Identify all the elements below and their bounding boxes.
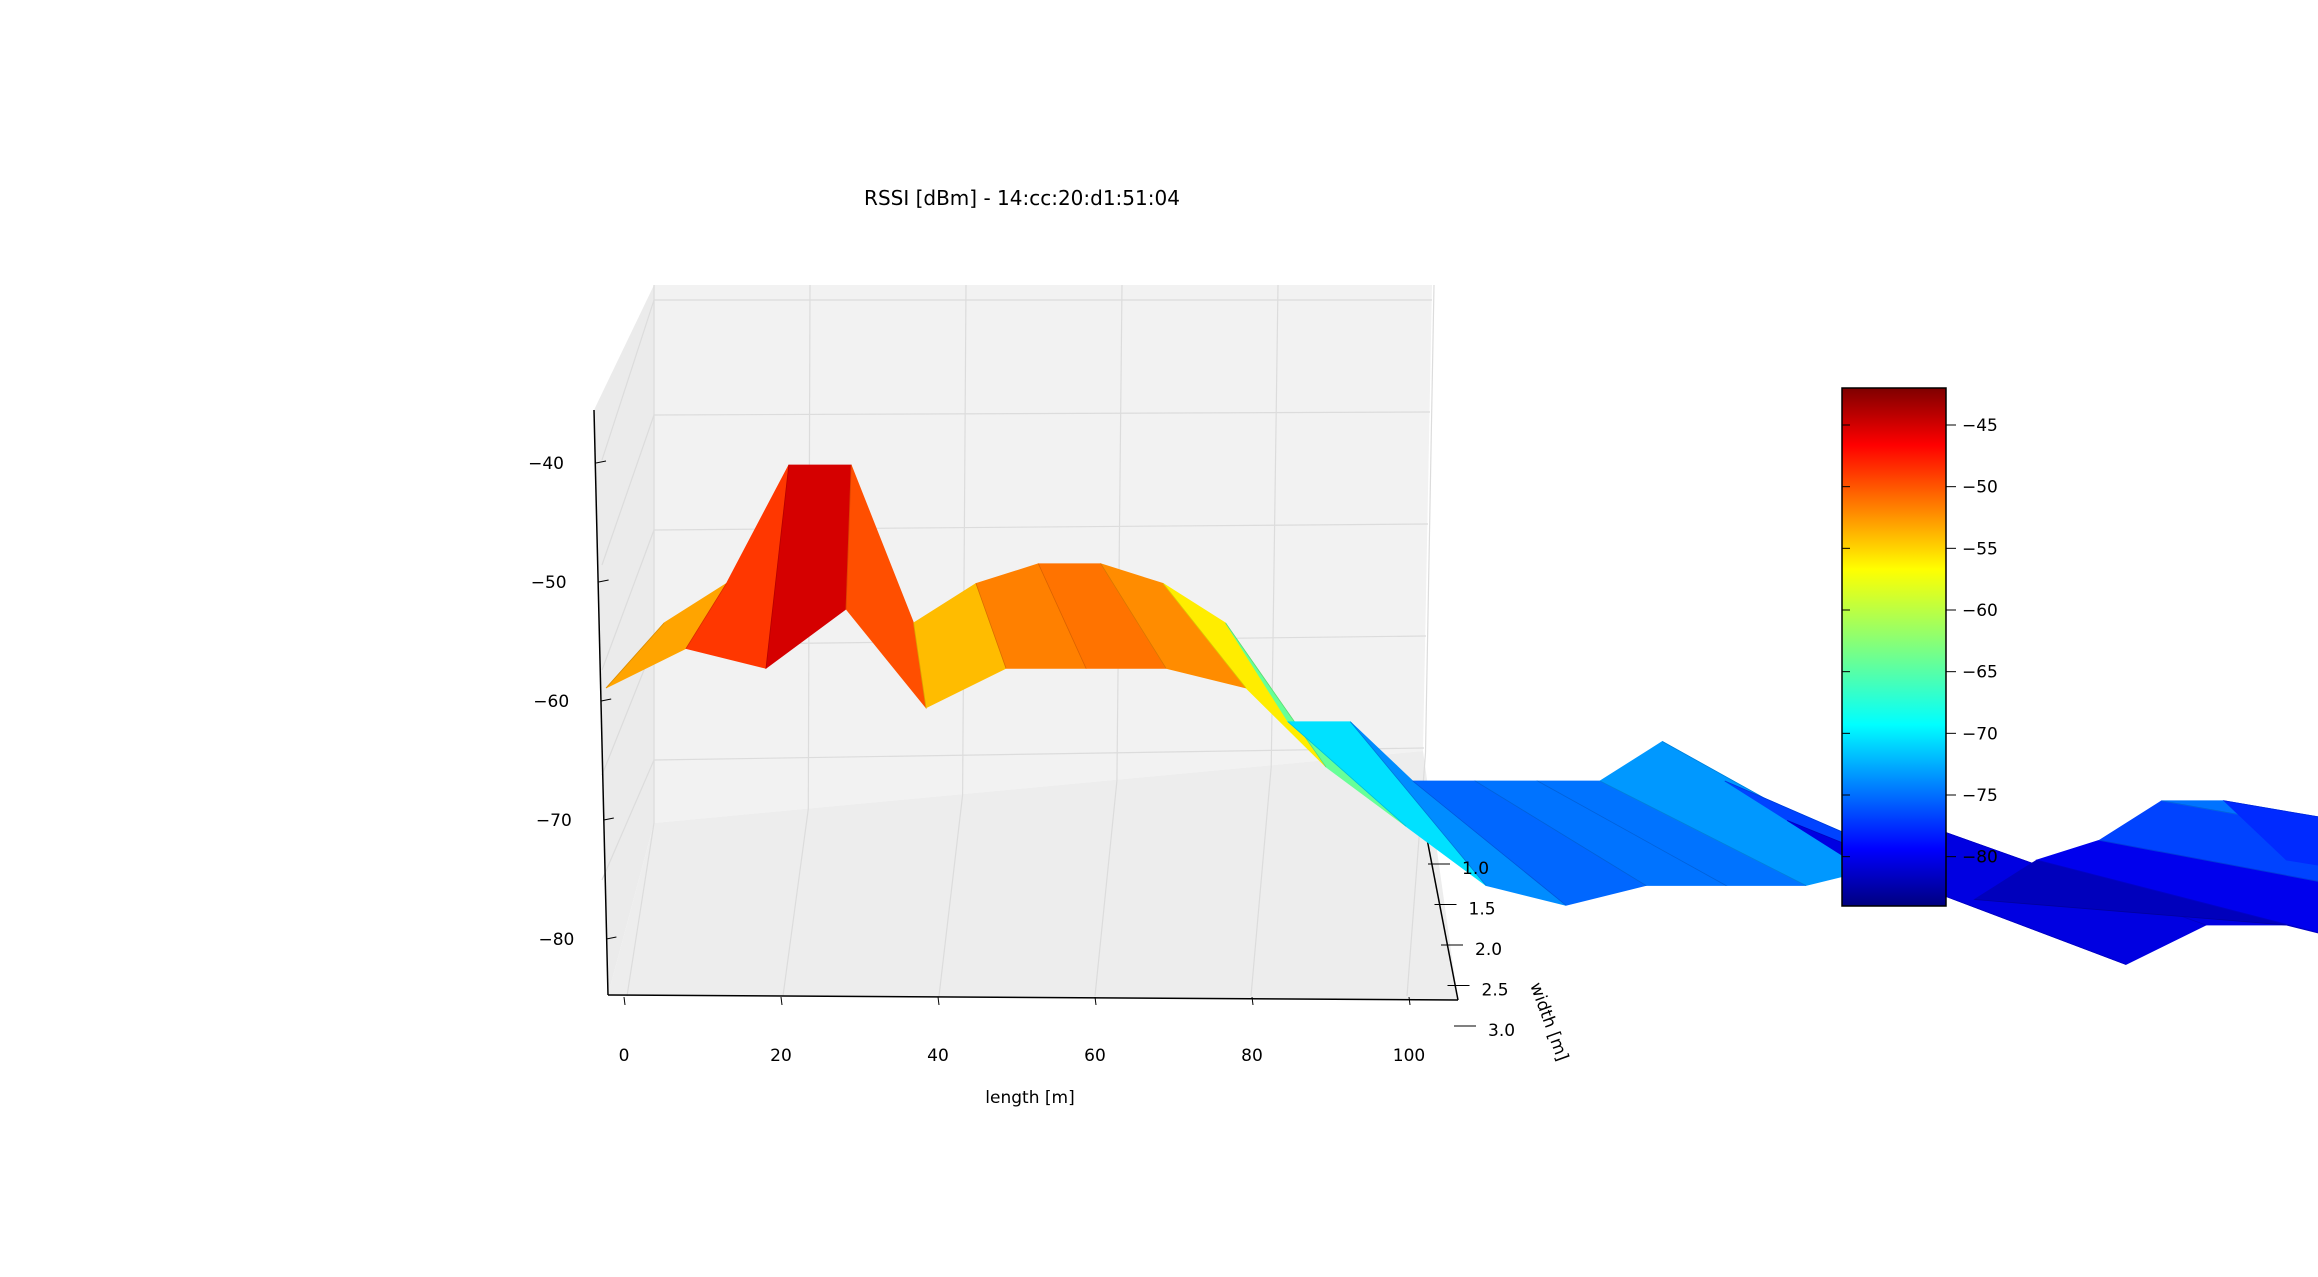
surface-face bbox=[2222, 800, 2318, 866]
grid-lines bbox=[601, 284, 1435, 997]
surface-edge bbox=[2223, 800, 2318, 818]
x-tick bbox=[623, 996, 626, 1006]
grid-line-floor-x bbox=[1094, 780, 1118, 997]
colorbar: −45 −50 −55 −60 −65 −70 −75 −80 bbox=[1841, 387, 1998, 907]
y-tick-label: 1.0 bbox=[1462, 859, 1489, 879]
x-tick-label: 80 bbox=[1241, 1046, 1263, 1066]
surface-edge bbox=[1162, 583, 1247, 689]
x-tick bbox=[780, 996, 783, 1006]
x-tick-label: 60 bbox=[1084, 1046, 1106, 1066]
y-axis-line bbox=[1422, 817, 1459, 1001]
surface-face bbox=[2035, 839, 2318, 933]
grid-line-floor-x bbox=[782, 808, 809, 997]
surface-edge bbox=[1038, 563, 1087, 669]
grid-line-side-z bbox=[601, 299, 655, 461]
z-tick-label: −60 bbox=[533, 692, 569, 712]
grid-line-floor-x bbox=[626, 822, 655, 997]
x-tick bbox=[937, 996, 940, 1006]
colorbar-tick-label: −60 bbox=[1962, 601, 1998, 621]
surface-edge bbox=[1225, 622, 1327, 768]
axis-ticks: −40 −50 −60 −70 −80 0 20 40 60 80 100 1.0 1.5 2.0 2.5 3… bbox=[528, 454, 1515, 1066]
colorbar-tick-label: −80 bbox=[1962, 848, 1998, 868]
x-tick bbox=[1408, 996, 1411, 1006]
grid-line-floor-x bbox=[938, 794, 964, 997]
surface-face bbox=[1973, 859, 2318, 934]
surface-edge bbox=[685, 583, 727, 649]
colorbar-tick-label: −70 bbox=[1962, 724, 1998, 744]
z-tick-label: −80 bbox=[539, 930, 575, 950]
surface-edge bbox=[845, 464, 852, 610]
colorbar-tick-label: −65 bbox=[1962, 663, 1998, 683]
x-tick-label: 20 bbox=[770, 1046, 792, 1066]
z-tick bbox=[598, 579, 609, 583]
grid-line-side-z bbox=[601, 414, 655, 566]
surface-edge bbox=[1287, 721, 1407, 827]
z-tick bbox=[606, 936, 617, 940]
axes-lines bbox=[593, 409, 1459, 1001]
colorbar-tick-label: −75 bbox=[1962, 786, 1998, 806]
x-tick bbox=[1094, 996, 1097, 1006]
chart-title: RSSI [dBm] - 14:cc:20:d1:51:04 bbox=[864, 186, 1180, 210]
back-pane bbox=[654, 285, 1432, 823]
surface-edge bbox=[1537, 780, 1727, 886]
axes-panes bbox=[594, 285, 1458, 1000]
x-tick-label: 0 bbox=[619, 1046, 630, 1066]
colorbar-tick-label: −45 bbox=[1962, 416, 1998, 436]
surface-edge bbox=[1350, 721, 1487, 886]
surface-edge bbox=[765, 464, 790, 669]
grid-line-z bbox=[653, 411, 1431, 416]
surface-edge bbox=[913, 622, 927, 708]
surface-edge bbox=[1412, 780, 1567, 906]
surface-edge bbox=[975, 583, 1007, 669]
colorbar-ticks: −45 −50 −55 −60 −65 −70 −75 −80 bbox=[1842, 416, 1998, 868]
x-axis-label: length [m] bbox=[985, 1088, 1074, 1108]
surface-edge bbox=[1474, 780, 1647, 886]
surface-edge bbox=[2099, 839, 2318, 882]
surface-edge bbox=[1599, 780, 1807, 886]
side-pane bbox=[594, 285, 654, 995]
surface-edge bbox=[2036, 859, 2318, 933]
colorbar-tick-label: −55 bbox=[1962, 539, 1998, 559]
surface-edge bbox=[1100, 563, 1167, 669]
x-tick-label: 40 bbox=[927, 1046, 949, 1066]
x-axis-line bbox=[607, 994, 1459, 1001]
z-tick-label: −70 bbox=[536, 811, 572, 831]
grid-line-x bbox=[961, 284, 967, 796]
grid-line-x bbox=[1424, 284, 1435, 754]
surface-edge bbox=[2161, 800, 2318, 830]
z-tick bbox=[595, 460, 607, 464]
colorbar-gradient bbox=[1841, 387, 1947, 907]
surface-edge bbox=[1974, 899, 2287, 926]
z-tick-label: −50 bbox=[531, 573, 567, 593]
y-tick-label: 2.5 bbox=[1482, 981, 1509, 1001]
surface-edge bbox=[605, 622, 665, 689]
x-tick-label: 100 bbox=[1393, 1046, 1425, 1066]
grid-line-side-z bbox=[601, 759, 655, 881]
floor-pane bbox=[608, 751, 1458, 1000]
z-tick bbox=[601, 698, 612, 702]
y-tick-label: 3.0 bbox=[1488, 1021, 1515, 1041]
y-axis-label: width [m] bbox=[1525, 980, 1572, 1064]
z-tick bbox=[603, 817, 614, 821]
grid-line-z bbox=[653, 747, 1425, 761]
grid-line-x bbox=[1116, 284, 1123, 782]
grid-line-side-z bbox=[601, 529, 655, 671]
grid-line-floor-x bbox=[1250, 766, 1272, 997]
z-axis-line bbox=[593, 409, 609, 996]
x-tick bbox=[1251, 996, 1254, 1006]
y-tick-label: 1.5 bbox=[1469, 900, 1496, 920]
z-tick-label: −40 bbox=[528, 454, 564, 474]
y-tick-label: 2.0 bbox=[1475, 940, 1502, 960]
colorbar-tick-label: −50 bbox=[1962, 478, 1998, 498]
grid-line-x bbox=[1270, 284, 1279, 768]
